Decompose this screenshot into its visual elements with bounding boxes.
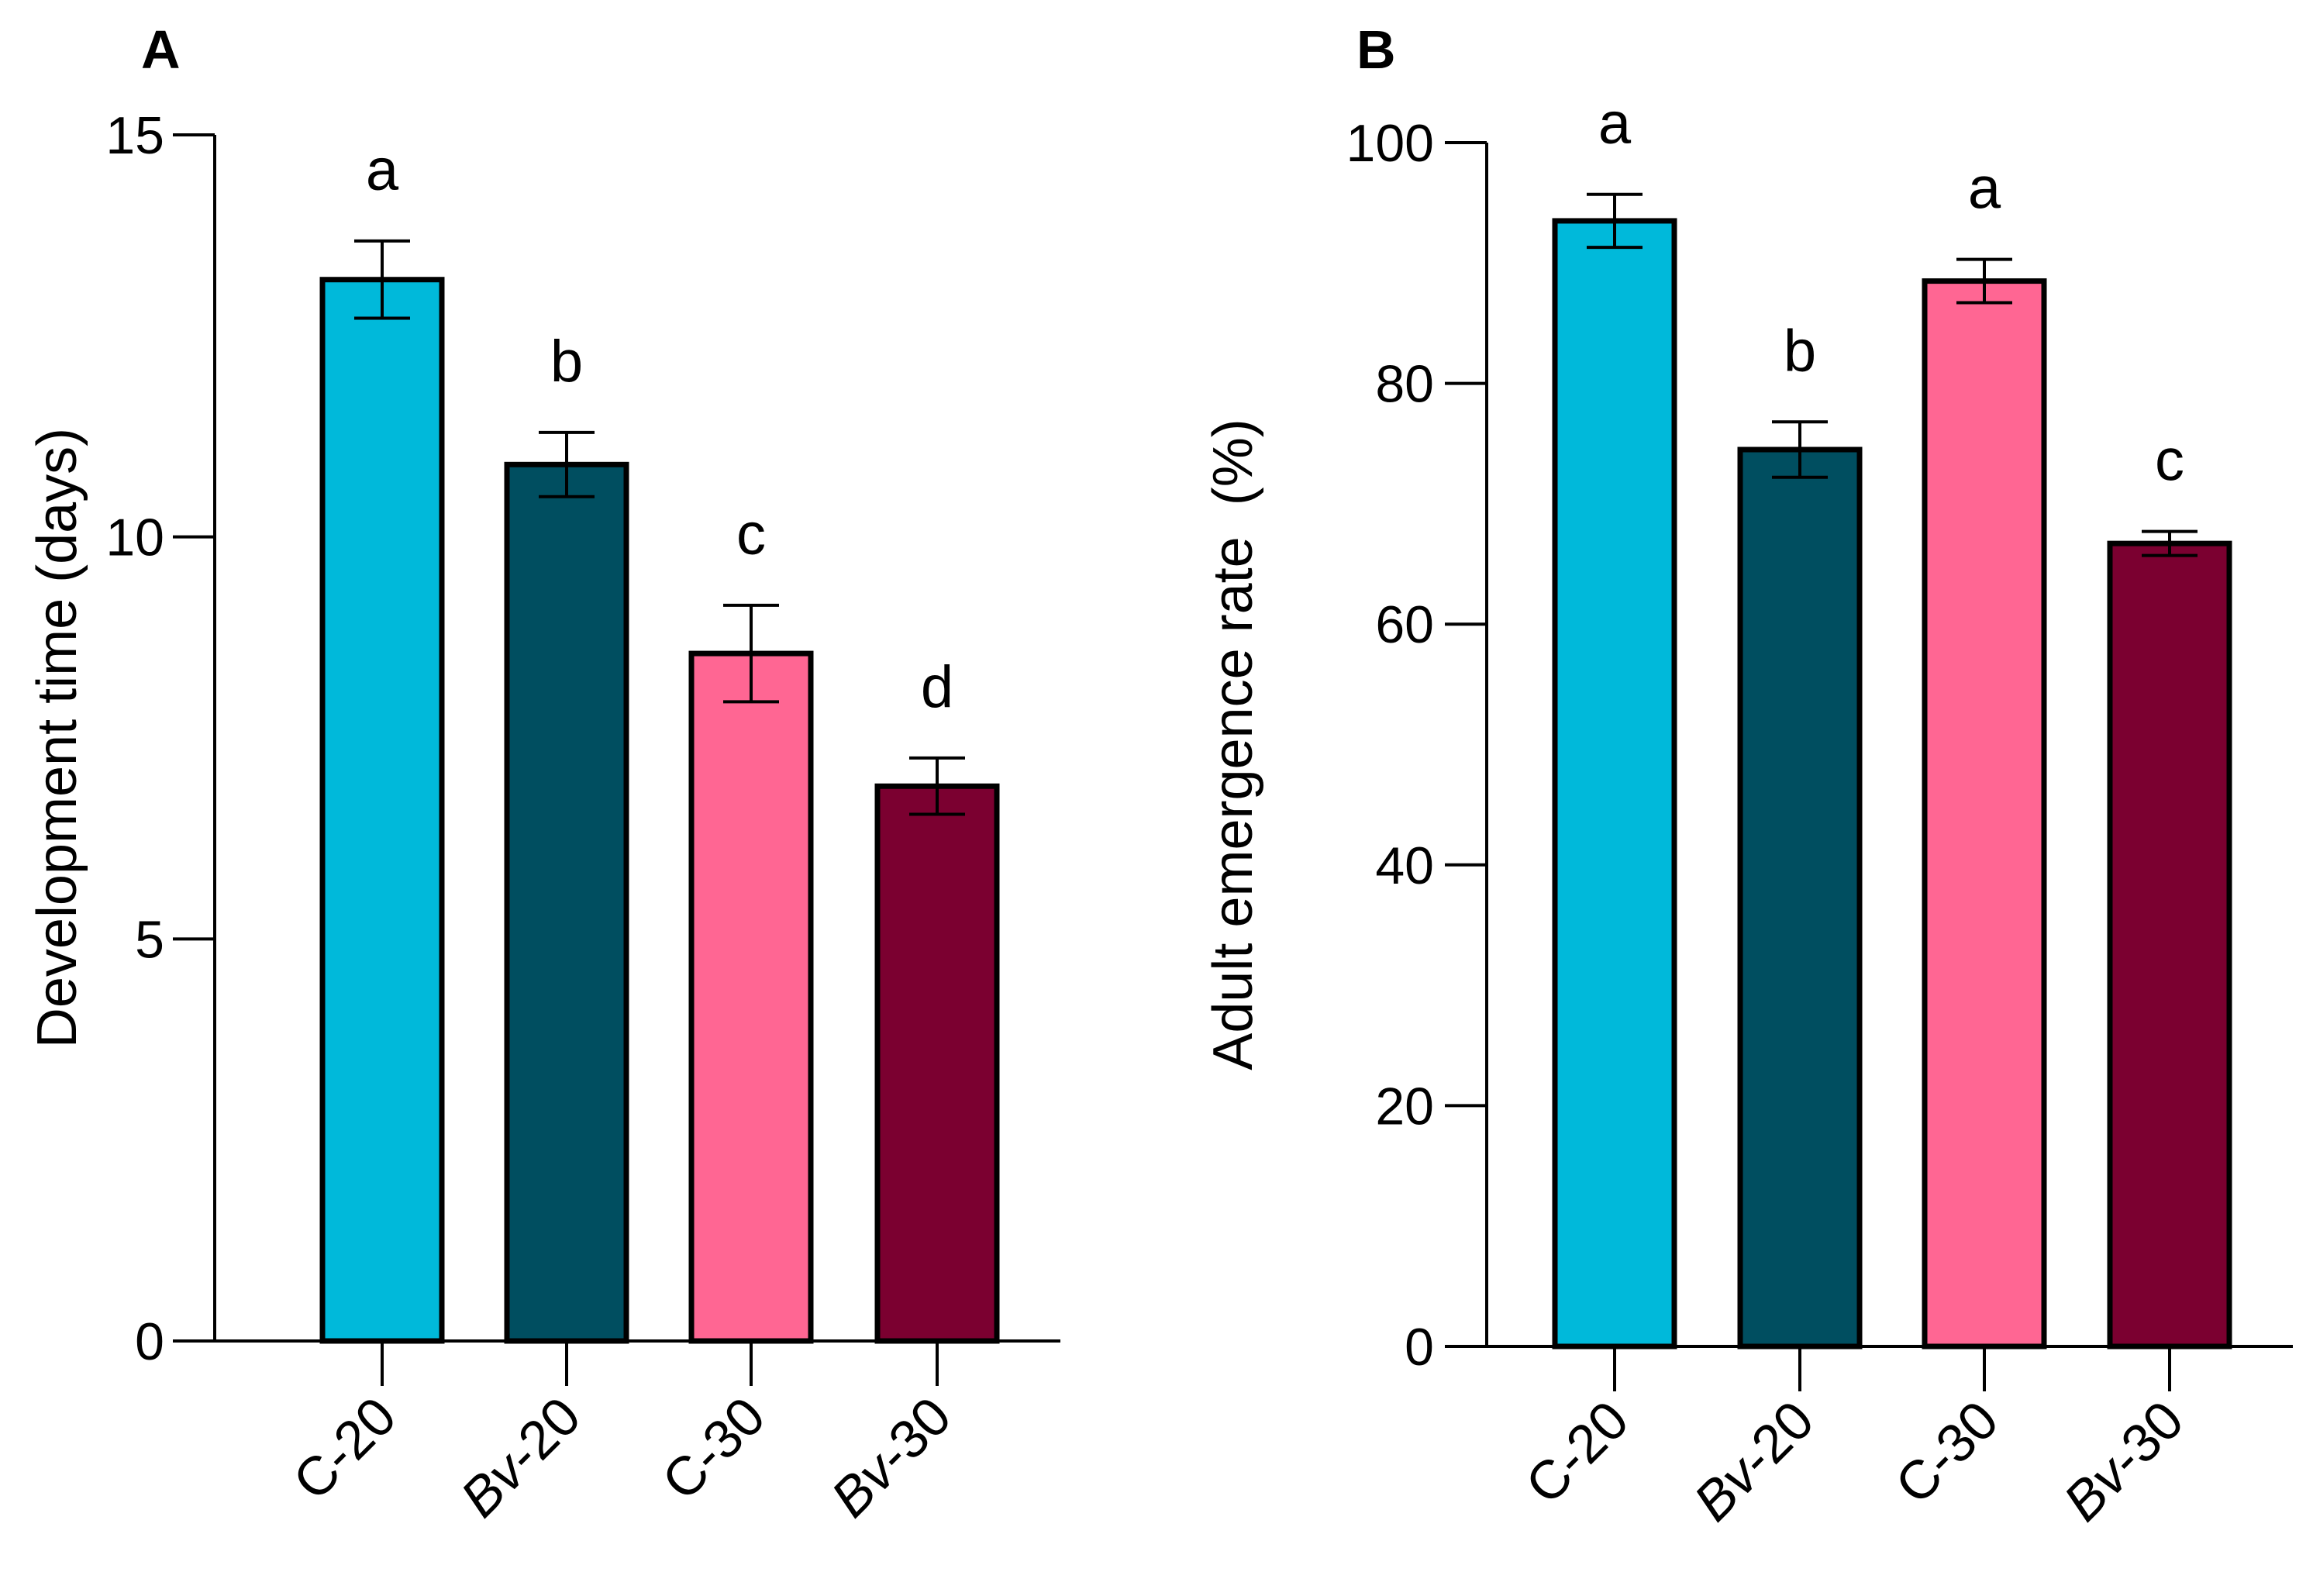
y-tick-label: 20 (1375, 1077, 1434, 1136)
y-tick-label: 5 (135, 910, 164, 969)
y-axis-title: Adult emergence rate (%) (1202, 419, 1264, 1070)
y-tick-label: 80 (1375, 355, 1434, 414)
y-axis-title: Development time (days) (26, 428, 88, 1048)
significance-letter: d (921, 654, 953, 720)
y-tick-label: 10 (105, 508, 164, 567)
y-tick-label: 40 (1375, 836, 1434, 895)
y-tick-label: 0 (135, 1312, 164, 1371)
panel-b: B 0 20 40 60 80 100 a b a c Adult emergence rate (%… (1202, 19, 2293, 1532)
bar-c-20 (1552, 218, 1677, 1350)
significance-letter: c (736, 502, 766, 567)
bar-bv-20 (504, 461, 629, 1344)
y-tick-label: 60 (1375, 595, 1434, 654)
x-category-label: C-30 (1884, 1389, 2009, 1515)
x-category-label: Bv-30 (2052, 1389, 2194, 1532)
bar-bv-30 (2107, 540, 2232, 1350)
bar-c-20 (319, 277, 445, 1344)
y-tick-label: 0 (1405, 1318, 1434, 1377)
x-category-label: Bv-30 (819, 1385, 962, 1528)
x-category-label: C-30 (650, 1385, 776, 1511)
significance-letter: b (1784, 318, 1816, 384)
x-category-label: Bv-20 (449, 1385, 591, 1528)
x-category-label: Bv-20 (1682, 1389, 1825, 1532)
y-tick-label: 15 (105, 106, 164, 165)
significance-letter: c (2155, 428, 2184, 494)
x-category-label: C-20 (281, 1385, 407, 1511)
bar-c-30 (1922, 278, 2047, 1350)
bar-bv-20 (1737, 446, 1863, 1350)
x-category-label: C-20 (1514, 1389, 1639, 1515)
panel-label: A (141, 19, 181, 80)
significance-letter: a (1598, 91, 1632, 157)
bar-c-30 (688, 650, 814, 1344)
bar-bv-30 (874, 783, 1000, 1344)
y-tick-label: 100 (1346, 114, 1434, 173)
significance-letter: a (1968, 156, 2001, 222)
panel-label: B (1356, 19, 1396, 80)
significance-letter: b (550, 329, 583, 395)
panel-a: A 0 5 10 15 a b c d Development time (days) C-20 Bv… (26, 19, 1060, 1529)
significance-letter: a (366, 137, 399, 203)
